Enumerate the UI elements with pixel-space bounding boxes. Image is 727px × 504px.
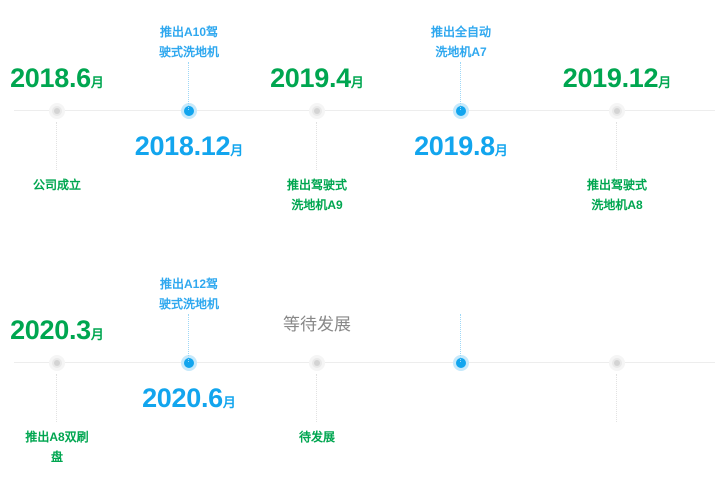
milestone-caption: 推出A8双刷盘 (25, 427, 88, 467)
milestone-dot-inactive[interactable] (49, 103, 65, 119)
milestone-date-number: 2020.6 (142, 383, 223, 413)
milestone-dot-inactive[interactable] (609, 355, 625, 371)
node-connector-line (188, 314, 190, 362)
milestone-date: 2019.4月 (270, 63, 364, 94)
milestone-date-unit: 月 (494, 143, 508, 158)
milestone-caption-line: 公司成立 (32, 178, 82, 192)
timeline-row: 2018.6月 公司成立 2018.12月 推出A10驾 驶式洗地机 2019.4月 推出驾… (10, 22, 715, 215)
milestone-date: 2018.6月 (10, 63, 104, 94)
milestone-dot-inactive[interactable] (309, 103, 325, 119)
milestone-dot-active[interactable] (453, 103, 469, 119)
milestone-caption-line: 推出驾驶式 (586, 178, 648, 192)
milestone-date-number: 2020.3 (10, 315, 91, 345)
node-connector-line (188, 62, 190, 110)
node-connector-line (316, 122, 318, 170)
milestone-date: 2020.6月 (142, 383, 236, 414)
milestone-dot-active[interactable] (453, 355, 469, 371)
milestone-date: 2020.3月 (10, 315, 104, 346)
milestone-date: 2019.8月 (414, 131, 508, 162)
milestone-caption: 待发展 (299, 427, 335, 447)
milestone-caption-line: 推出A10驾 (159, 25, 219, 39)
timeline-row: 2020.3月 推出A8双刷盘 2020.6月 推出A12驾 驶式洗地机 等待发展 待发展 (0, 252, 727, 504)
milestone-caption-line: 推出驾驶式 (286, 178, 348, 192)
node-connector-line (56, 374, 58, 422)
milestone-caption: 推出A10驾 驶式洗地机 (159, 22, 219, 62)
milestone-caption: 推出驾驶式洗地机A8 (587, 175, 647, 215)
milestone-dot-active[interactable] (181, 103, 197, 119)
milestone-caption-line: 驶式洗地机 (158, 297, 220, 311)
milestone-date: 2018.12月 (135, 131, 244, 162)
milestone-caption-line: 待发展 (298, 430, 336, 444)
milestone-date-number: 2019.12 (562, 63, 659, 93)
milestone-caption-line: 推出A12驾 (159, 277, 219, 291)
milestone-caption-line: 推出A8双刷 (25, 430, 89, 444)
milestone-caption-line: 洗地机A8 (591, 198, 643, 212)
milestone-date-number: 2019.4 (270, 63, 351, 93)
node-connector-line (460, 314, 462, 362)
node-connector-line (616, 374, 618, 422)
milestone-date-unit: 月 (658, 75, 672, 90)
milestone-date-unit: 月 (350, 75, 364, 90)
milestone-date-number: 2019.8 (414, 131, 495, 161)
milestone-dot-inactive[interactable] (309, 355, 325, 371)
milestone-caption: 推出全自动洗地机A7 (431, 22, 491, 62)
milestone-caption-line: 洗地机A9 (291, 198, 343, 212)
milestone-date: 2019.12月 (563, 63, 672, 94)
milestone-date-number: 2018.12 (134, 131, 231, 161)
milestone-dot-active[interactable] (181, 355, 197, 371)
milestone-date-number: 2018.6 (10, 63, 91, 93)
milestone-caption-line: 驶式洗地机 (158, 45, 220, 59)
milestone-dot-inactive[interactable] (609, 103, 625, 119)
node-connector-line (616, 122, 618, 170)
node-connector-line (56, 122, 58, 170)
placeholder-label: 等待发展 (283, 315, 351, 334)
node-connector-line (316, 374, 318, 422)
timeline-axis-line (14, 362, 715, 363)
milestone-date-unit: 月 (90, 327, 104, 342)
milestone-caption: 推出驾驶式洗地机A9 (287, 175, 347, 215)
milestone-caption-line: 洗地机A7 (435, 45, 487, 59)
timeline-axis-line (14, 110, 715, 111)
milestone-caption: 公司成立 (33, 175, 81, 195)
milestone-caption: 推出A12驾 驶式洗地机 (159, 274, 219, 314)
milestone-dot-inactive[interactable] (49, 355, 65, 371)
node-connector-line (460, 62, 462, 110)
milestone-caption-line: 盘 (50, 450, 63, 464)
milestone-date-unit: 月 (90, 75, 104, 90)
milestone-date-unit: 月 (222, 395, 236, 410)
milestone-caption-line: 推出全自动 (430, 25, 492, 39)
milestone-date-unit: 月 (230, 143, 244, 158)
